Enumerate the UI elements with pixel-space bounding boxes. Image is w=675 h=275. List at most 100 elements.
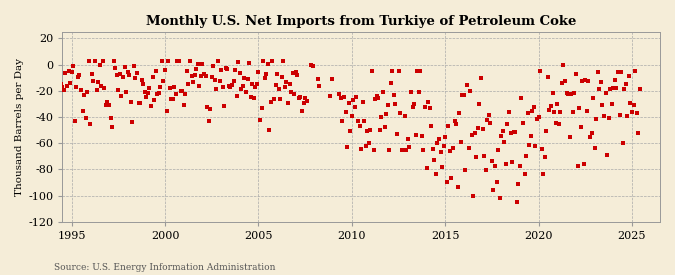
Point (359, 119, 370, 123)
Point (581, 109, 592, 113)
Point (449, 119, 460, 123)
Point (591, 117, 601, 121)
Point (544, 107, 555, 112)
Point (451, 122, 462, 126)
Point (203, 119, 214, 123)
Point (608, 86, 619, 91)
Point (476, 76, 487, 80)
Point (47, 87, 58, 92)
Point (214, 78, 225, 83)
Point (202, 105, 213, 109)
Point (583, 78, 594, 83)
Point (281, 79, 292, 84)
Point (141, 94, 152, 99)
Point (502, 122, 513, 126)
Point (513, 182, 524, 186)
Point (72, 75, 83, 79)
Point (497, 129, 508, 133)
Point (279, 85, 290, 89)
Point (176, 88, 186, 93)
Point (272, 72, 283, 76)
Point (529, 105, 539, 109)
Point (294, 95, 304, 100)
Point (95, 63, 105, 67)
Point (301, 99, 312, 103)
Point (408, 101, 419, 106)
Point (60, 70, 71, 75)
Point (91, 87, 102, 92)
Point (626, 109, 637, 114)
Point (292, 73, 303, 77)
Point (576, 79, 587, 83)
Point (133, 101, 144, 105)
Point (510, 130, 520, 134)
Point (360, 144, 371, 148)
Point (233, 60, 244, 65)
Point (611, 86, 622, 90)
Point (101, 103, 111, 107)
Point (124, 73, 134, 78)
Point (507, 160, 518, 164)
Point (444, 149, 455, 154)
Point (395, 111, 406, 115)
Point (189, 73, 200, 78)
Point (457, 93, 468, 97)
Point (392, 132, 402, 136)
Point (85, 122, 96, 127)
Point (270, 83, 281, 87)
Point (82, 90, 92, 94)
Point (296, 108, 307, 113)
Point (482, 117, 493, 122)
Point (172, 59, 183, 63)
Point (483, 113, 494, 117)
Point (92, 80, 103, 84)
Point (178, 102, 189, 107)
Point (186, 73, 197, 78)
Point (616, 70, 626, 75)
Point (253, 70, 264, 74)
Point (99, 86, 110, 90)
Point (487, 159, 497, 163)
Point (429, 157, 439, 162)
Point (477, 127, 488, 131)
Point (284, 82, 295, 86)
Point (488, 188, 499, 192)
Point (148, 98, 159, 102)
Point (432, 141, 443, 145)
Point (152, 92, 163, 96)
Point (390, 102, 401, 106)
Point (365, 128, 376, 132)
Point (593, 70, 603, 74)
Point (259, 76, 270, 80)
Point (228, 79, 239, 83)
Point (245, 95, 256, 99)
Point (146, 104, 157, 108)
Point (209, 78, 220, 82)
Point (489, 163, 500, 168)
Point (357, 100, 368, 104)
Point (426, 123, 437, 128)
Point (180, 92, 190, 97)
Point (572, 164, 583, 169)
Point (547, 90, 558, 95)
Point (250, 85, 261, 90)
Point (437, 165, 448, 169)
Point (368, 148, 379, 152)
Point (242, 76, 253, 81)
Point (468, 193, 479, 198)
Point (491, 180, 502, 184)
Point (508, 129, 519, 134)
Point (121, 90, 132, 95)
Point (111, 73, 122, 77)
Point (86, 71, 97, 76)
Point (628, 103, 639, 107)
Point (377, 90, 388, 94)
Point (127, 120, 138, 124)
Point (136, 78, 147, 82)
Point (441, 180, 452, 185)
Point (387, 69, 398, 73)
Point (563, 92, 574, 96)
Point (49, 59, 60, 64)
Point (514, 164, 525, 168)
Point (227, 83, 238, 87)
